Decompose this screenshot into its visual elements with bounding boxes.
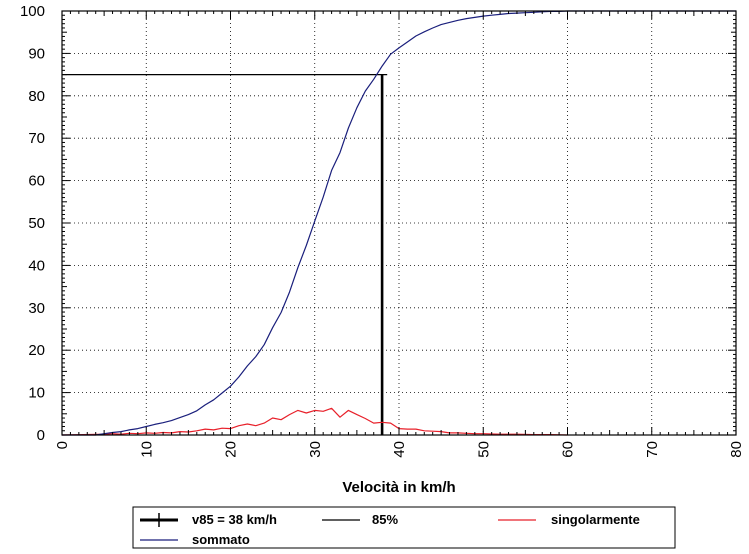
series-line-singolarmente [61, 407, 568, 436]
x-tick-label-0: 0 [54, 441, 71, 449]
x-tick-label-80: 80 [728, 441, 745, 458]
y-tick-label-90: 90 [28, 45, 45, 62]
legend: v85 = 38 km/h 85% singolarmente sommato [132, 506, 676, 549]
legend-label-singolarmente: singolarmente [551, 512, 640, 527]
x-tick-labels: 0 10 20 30 40 50 60 70 80 [54, 441, 745, 458]
x-tick-label-50: 50 [475, 441, 492, 458]
series-lines [61, 10, 736, 436]
x-axis-title: Velocità in km/h [342, 479, 455, 496]
y-tick-label-0: 0 [37, 427, 45, 444]
y-tick-label-30: 30 [28, 300, 45, 317]
grid-lines [62, 11, 736, 435]
legend-box [132, 506, 676, 549]
x-tick-label-60: 60 [560, 441, 577, 458]
x-tick-label-10: 10 [138, 441, 155, 458]
y-tick-label-60: 60 [28, 173, 45, 190]
x-tick-label-70: 70 [644, 441, 661, 458]
y-tick-label-40: 40 [28, 257, 45, 274]
y-tick-labels: 0 10 20 30 40 50 60 70 80 90 100 [20, 3, 45, 444]
y-tick-label-100: 100 [20, 3, 45, 20]
legend-label-85: 85% [372, 512, 398, 527]
x-tick-label-40: 40 [391, 441, 408, 458]
legend-label-sommato: sommato [192, 532, 250, 547]
legend-label-v85: v85 = 38 km/h [192, 512, 277, 527]
y-tick-label-10: 10 [28, 385, 45, 402]
y-tick-label-20: 20 [28, 342, 45, 359]
x-tick-label-20: 20 [223, 441, 240, 458]
y-tick-label-80: 80 [28, 88, 45, 105]
axis-ticks [61, 10, 737, 436]
series-line-sommato [62, 10, 736, 436]
x-tick-label-30: 30 [307, 441, 324, 458]
y-tick-label-70: 70 [28, 130, 45, 147]
y-tick-label-50: 50 [28, 215, 45, 232]
